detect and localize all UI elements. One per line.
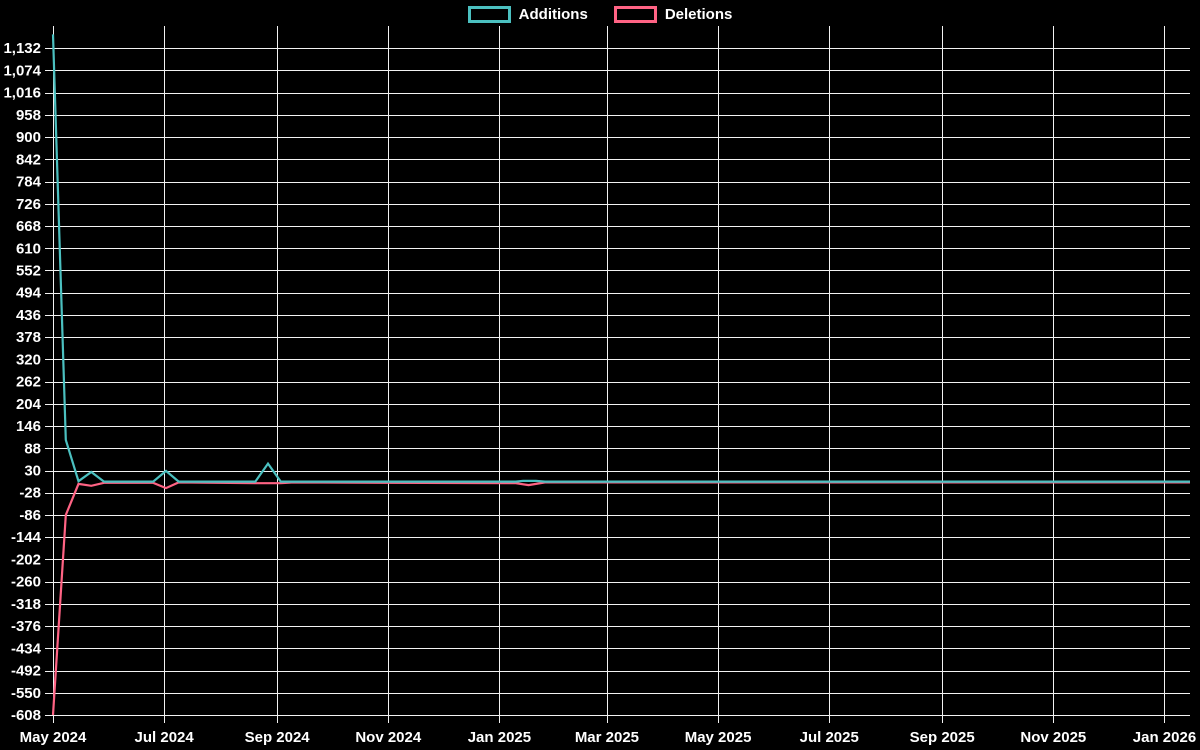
y-axis-tick-label: 262 (16, 374, 41, 391)
y-axis-tick-label: -202 (11, 551, 41, 568)
y-axis-tick-label: -318 (11, 596, 41, 613)
x-axis-tick-label: May 2025 (685, 729, 752, 746)
y-axis-tick-label: 378 (16, 329, 41, 346)
chart-legend: Additions Deletions (0, 6, 1200, 23)
y-axis-tick-label: -260 (11, 574, 41, 591)
legend-swatch-deletions (613, 6, 657, 23)
y-axis-tick-label: 726 (16, 196, 41, 213)
y-axis-tick-label: -608 (11, 707, 41, 724)
y-axis-tick-label: 668 (16, 218, 41, 235)
legend-item-additions[interactable]: Additions (467, 6, 588, 23)
x-axis-tick-label: Jul 2025 (800, 729, 859, 746)
y-axis-tick-label: 784 (16, 174, 42, 191)
x-axis-tick-label: Mar 2025 (575, 729, 639, 746)
legend-item-deletions[interactable]: Deletions (613, 6, 733, 23)
y-axis-tick-label: -434 (11, 640, 42, 657)
y-axis-tick-label: -144 (11, 529, 42, 546)
x-axis-tick-label: Sep 2024 (245, 729, 311, 746)
vertical-gridlines (53, 26, 1165, 723)
y-axis-tick-label: 146 (16, 418, 41, 435)
y-axis-tick-label: -492 (11, 663, 41, 680)
additions-line (51, 34, 1190, 483)
y-axis-tick-label: 320 (16, 351, 41, 368)
x-axis-tick-label: Jan 2025 (468, 729, 531, 746)
x-axis-tick-label: Nov 2025 (1020, 729, 1086, 746)
y-axis-tick-label: -376 (11, 618, 41, 635)
legend-swatch-additions (467, 6, 511, 23)
y-axis-tick-label: 900 (16, 129, 41, 146)
legend-label: Additions (518, 6, 588, 23)
legend-label: Deletions (664, 6, 733, 23)
y-axis-tick-label: 30 (24, 463, 41, 480)
y-axis-tick-label: 204 (16, 396, 42, 413)
y-axis-tick-label: -550 (11, 685, 41, 702)
x-axis-tick-label: May 2024 (20, 729, 87, 746)
y-axis-labels: 1,132 1,074 1,016 958 900 842 784 726 668 610 552 4… (3, 40, 41, 724)
x-axis-tick-label: Sep 2025 (910, 729, 975, 746)
y-axis-tick-label: 88 (24, 440, 41, 457)
horizontal-gridlines (45, 48, 1190, 716)
x-axis-labels: May 2024 Jul 2024 Sep 2024 Nov 2024 Jan 2025… (20, 729, 1197, 746)
y-axis-tick-label: 1,074 (3, 62, 41, 79)
y-axis-tick-label: 610 (16, 240, 41, 257)
y-axis-tick-label: 958 (16, 107, 41, 124)
y-axis-tick-label: 552 (16, 262, 41, 279)
x-axis-tick-label: Jul 2024 (135, 729, 195, 746)
x-axis-tick-label: Jan 2026 (1133, 729, 1196, 746)
x-axis-tick-label: Nov 2024 (355, 729, 422, 746)
y-axis-tick-label: 1,132 (3, 40, 41, 57)
y-axis-tick-label: -86 (19, 507, 41, 524)
y-axis-tick-label: 842 (16, 151, 41, 168)
deletions-line (51, 481, 1190, 716)
y-axis-tick-label: 1,016 (3, 85, 41, 102)
y-axis-tick-label: 494 (16, 285, 42, 302)
y-axis-tick-label: -28 (19, 485, 41, 502)
y-axis-tick-label: 436 (16, 307, 41, 324)
